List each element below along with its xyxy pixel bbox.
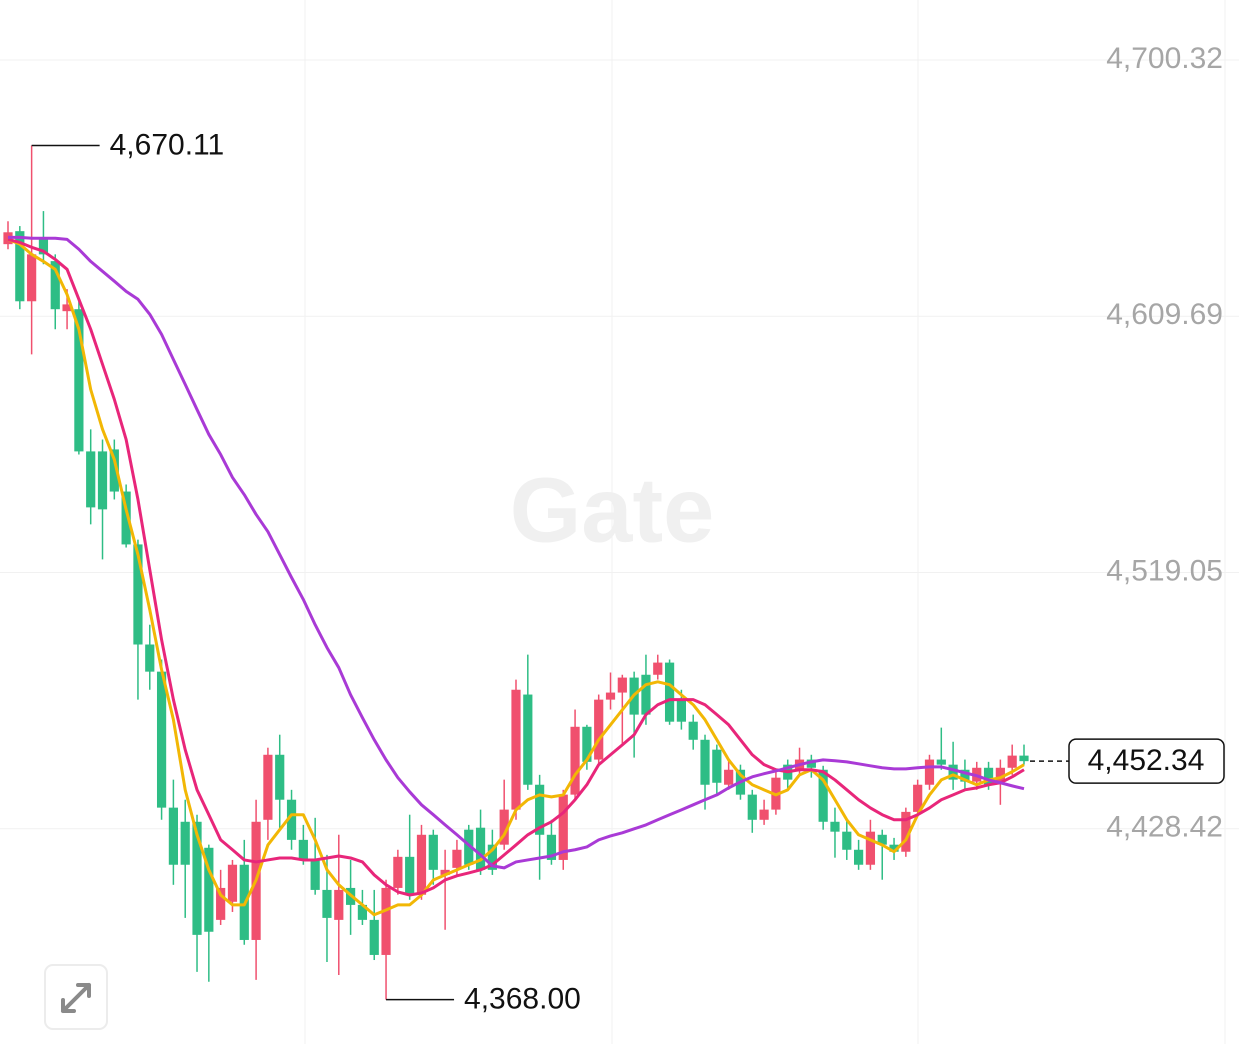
ma-line [8,235,1025,870]
candle-body [806,759,816,768]
candle-body [960,769,970,782]
candle-body [523,694,533,785]
candle-body [913,784,923,812]
candle-body [133,544,143,645]
moving-averages [7,235,1025,917]
candle-body [700,739,710,785]
candle-body [38,239,49,255]
annotations: 4,670.11 4,368.00 4,452.34 [31,128,1225,1016]
candle-body [121,491,131,545]
last-price-box [1068,738,1225,784]
candle-body [594,699,604,760]
candle-body [298,839,308,860]
candle-body [357,904,368,920]
candle-body [948,764,958,780]
candle-body [865,831,876,865]
candle-body [936,759,946,765]
candle-body [747,794,757,820]
candle-body [204,847,214,932]
candle-body [653,662,663,675]
horizontal-grid [0,59,1239,830]
candle-body [724,769,734,785]
candle-body [227,864,238,902]
candle-body [617,677,627,693]
candle-body [499,809,509,845]
candle-body [275,754,285,800]
candle-body [558,794,568,860]
candle-body [428,834,438,870]
y-tick-label: 4,700.32 [1106,42,1223,75]
candle-body [405,856,415,895]
candle-body [310,859,320,890]
expand-icon[interactable] [61,983,91,1013]
candle-body [464,829,474,865]
ma-line [7,237,1025,897]
candle-body [535,784,545,835]
candle-body [830,821,840,832]
candle-body [983,767,994,785]
candle-body [440,869,450,875]
annotation-label: 4,368.00 [464,983,581,1016]
candle-body [605,692,616,700]
candle-body [322,889,332,918]
y-tick-label: 4,428.42 [1106,811,1223,844]
candle-body [286,799,297,840]
candle-body [452,849,462,868]
candle-body [50,261,60,310]
candle-body [582,726,592,762]
candle-body [641,674,651,715]
candle-body [475,827,486,870]
candle-body [1019,755,1029,762]
candle-body [263,754,273,820]
candle-body [889,844,899,852]
candle-body [97,451,108,510]
candle-body [818,769,828,822]
ma-line [7,237,1025,917]
candle-body [901,811,911,852]
watermark: Gate [510,459,715,561]
candle-body [1007,755,1017,768]
candle-body [570,726,580,795]
candle-body [688,721,698,740]
candle-body [168,807,178,865]
y-tick-label: 4,519.05 [1106,554,1223,587]
y-tick-label: 4,609.69 [1106,298,1223,331]
candle-body [546,834,557,860]
candle-body [334,889,344,920]
candle-body [487,844,497,870]
candle-body [192,821,202,935]
candle-body [86,451,96,508]
expand-button[interactable] [44,964,108,1030]
candle-body [676,699,686,722]
candle-body [156,671,167,808]
candle-body [924,759,935,785]
candle-body [15,231,25,302]
candle-body [62,304,72,312]
candle-body [109,449,119,492]
candle-body [664,662,675,722]
candle-body [369,919,379,955]
candle-body [842,831,852,850]
candle-body [381,887,391,955]
candle-body [995,767,1005,782]
candle-body [877,834,887,845]
y-axis: 4,428.42 4,519.05 4,609.69 4,700.32 [1106,42,1223,844]
candle-body [393,856,403,888]
candle-body [854,849,864,865]
annotation-label: 4,670.11 [110,128,225,161]
candle-body [712,749,722,783]
vertical-grid [304,0,1226,1044]
candle-body [511,689,521,810]
candle-body [145,644,155,672]
candle-body [416,834,427,895]
candle-body [27,254,37,302]
candle-body [216,887,226,920]
last-price-label: 4,452.34 [1088,744,1205,777]
candle-body [759,809,769,820]
candle-body [180,821,190,865]
candle-body [74,309,84,452]
